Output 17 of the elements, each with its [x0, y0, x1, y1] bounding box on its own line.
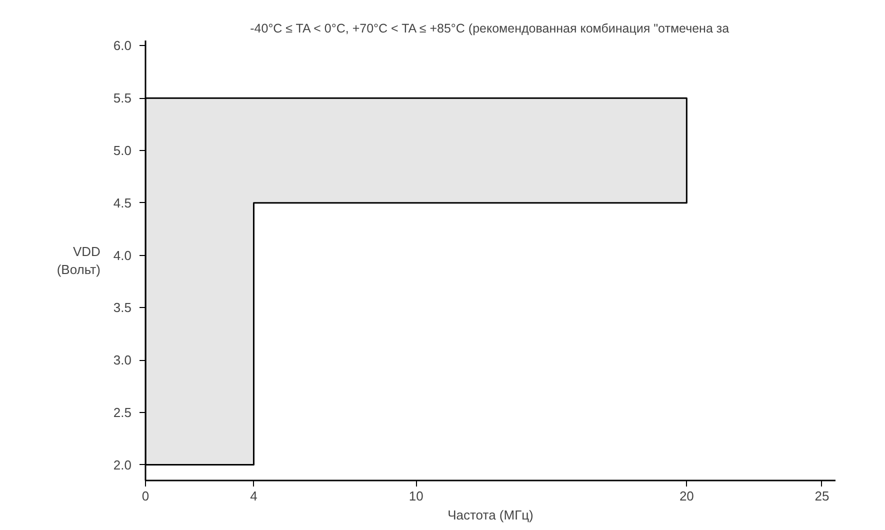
y-axis-title: VDD (Вольт)	[56, 244, 100, 277]
y-tick-label: 2.0	[113, 457, 132, 472]
y-tick-label: 4.0	[113, 248, 132, 263]
y-tick-label: 5.0	[113, 143, 132, 158]
x-tick-label: 20	[679, 488, 694, 504]
chart-title: -40°C ≤ TA < 0°C, +70°C < TA ≤ +85°C (рекомендованная комбинация "отмечена за	[250, 22, 730, 36]
x-tick-label: 25	[814, 488, 830, 504]
x-tick-label: 0	[142, 488, 150, 504]
y-tick-label: 4.5	[113, 195, 132, 210]
y-tick-label: 3.0	[113, 352, 132, 368]
y-tick-label: 3.5	[113, 300, 132, 316]
y-tick-label: 2.5	[113, 404, 132, 420]
y-tick-label: 6.0	[113, 38, 132, 54]
x-axis-title: Частота (МГц)	[448, 508, 534, 522]
x-tick-label: 10	[408, 488, 424, 504]
x-tick-label: 4	[250, 488, 258, 504]
y-tick-label: 5.5	[113, 90, 132, 106]
